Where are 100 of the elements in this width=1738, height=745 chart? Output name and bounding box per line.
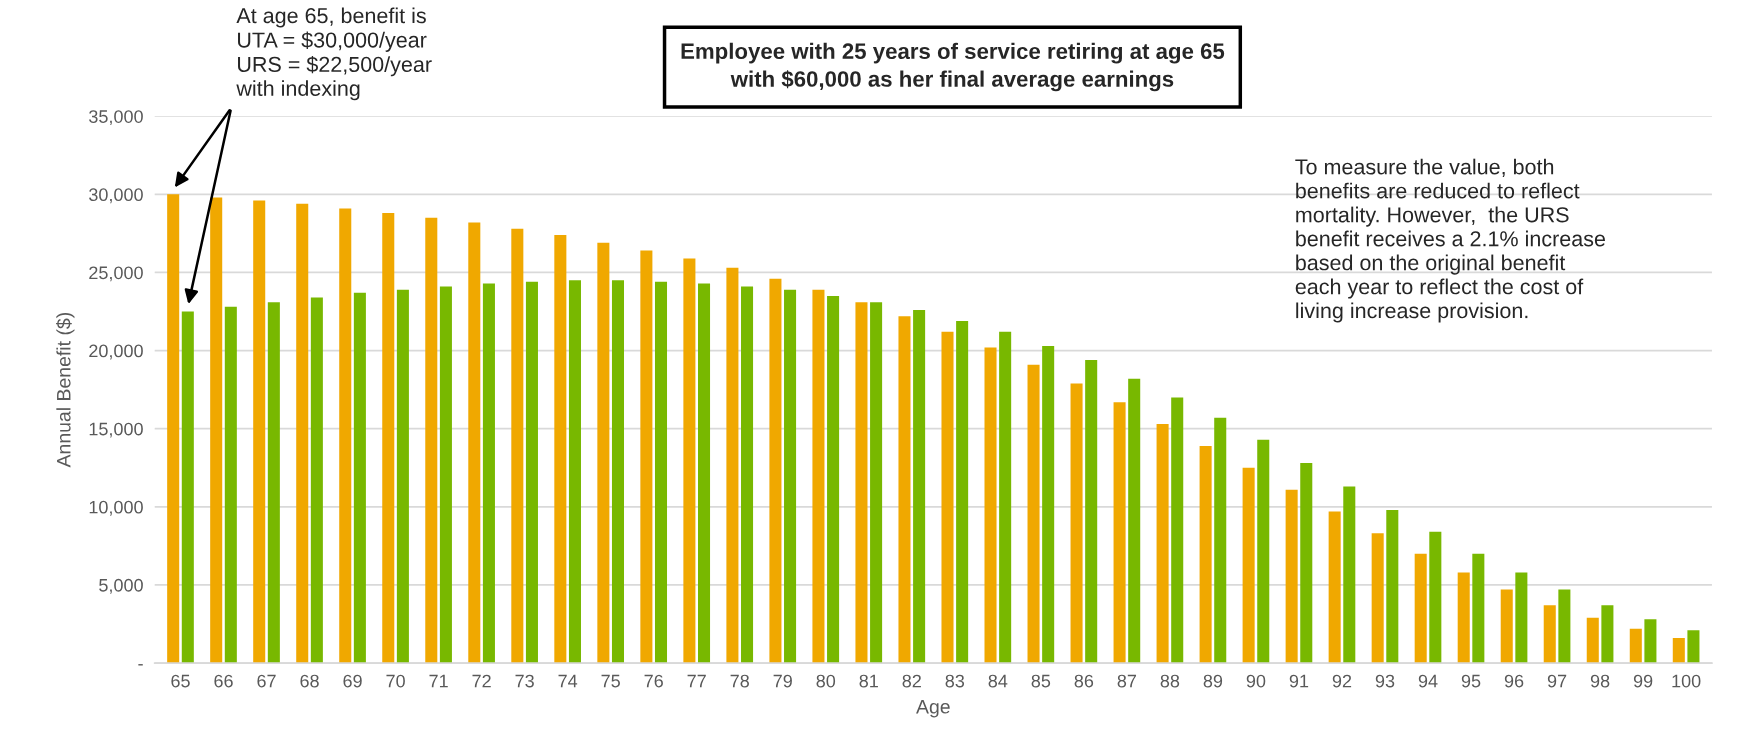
- bar: [784, 289, 797, 664]
- bar: [1214, 417, 1227, 664]
- text: At age 65, benefit is UTA = $30,000/year URS = $22,500/year with indexing: [236, 7, 432, 101]
- bar: [1343, 486, 1356, 664]
- y-tick-label: 10,000: [89, 500, 143, 516]
- bar: [554, 234, 567, 664]
- x-tick-label: 70: [386, 674, 405, 688]
- bar: [439, 286, 452, 664]
- x-tick-label: 87: [1117, 674, 1137, 688]
- bar: [382, 213, 395, 664]
- bar: [956, 320, 969, 664]
- x-tick-label: 84: [988, 674, 1008, 688]
- bar: [1629, 628, 1642, 664]
- x-tick-label: 91: [1289, 674, 1309, 688]
- x-tick-label: 86: [1074, 674, 1094, 688]
- y-tick-label: 15,000: [89, 422, 143, 438]
- bar: [1515, 572, 1528, 664]
- y-axis-title: Annual Benefit ($): [56, 313, 75, 468]
- bar: [468, 222, 481, 664]
- bar: [1543, 605, 1556, 664]
- bar: [1242, 467, 1255, 664]
- bar: [741, 286, 754, 664]
- bar: [1371, 533, 1384, 664]
- y-tick-label: -: [138, 664, 143, 666]
- bar: [941, 331, 954, 664]
- bar: [525, 281, 538, 664]
- bar: [827, 295, 840, 664]
- x-tick-label: 88: [1160, 674, 1180, 688]
- bar: [396, 289, 409, 664]
- y-tick-label: 5,000: [99, 578, 143, 594]
- bar: [511, 228, 524, 664]
- x-tick-label: 98: [1590, 674, 1610, 688]
- x-tick-label: 99: [1633, 674, 1653, 688]
- bar: [1199, 445, 1212, 664]
- x-tick-label: 80: [816, 674, 836, 688]
- bar: [210, 197, 223, 664]
- bar: [310, 297, 323, 664]
- x-axis-title: Age: [916, 700, 950, 718]
- bar: [1042, 345, 1055, 664]
- bar: [654, 281, 668, 664]
- bar: [267, 302, 280, 664]
- x-tick-label: 95: [1461, 674, 1481, 688]
- bar: [1414, 553, 1427, 664]
- bar: [353, 292, 366, 664]
- bar: [1687, 630, 1700, 664]
- x-tick-label: 93: [1375, 674, 1395, 688]
- y-tick-label: 20,000: [89, 344, 143, 360]
- x-tick-label: 67: [257, 674, 276, 688]
- bar: [1156, 424, 1169, 664]
- bar: [224, 306, 237, 664]
- bar: [769, 278, 782, 664]
- x-tick-label: 74: [558, 674, 578, 688]
- bar: [1257, 439, 1270, 664]
- bar: [1085, 359, 1098, 664]
- bar: [1171, 397, 1184, 664]
- bar: [1558, 589, 1571, 664]
- bar: [597, 242, 610, 664]
- bar: [339, 208, 352, 664]
- x-tick-label: 65: [171, 674, 190, 688]
- x-tick-label: 83: [945, 674, 965, 688]
- bar: [167, 194, 180, 664]
- bar: [296, 203, 309, 664]
- bar: [913, 309, 926, 664]
- bar: [1601, 605, 1614, 664]
- x-tick-label: 100: [1672, 674, 1701, 688]
- bar: [253, 200, 266, 664]
- y-tick-label: 35,000: [89, 110, 143, 126]
- x-tick-label: 66: [214, 674, 233, 688]
- bar: [1285, 489, 1298, 664]
- x-tick-label: 71: [429, 674, 448, 688]
- y-tick-label: 25,000: [89, 266, 143, 282]
- bar: [1300, 463, 1313, 664]
- x-tick-label: 81: [859, 674, 878, 688]
- x-tick-label: 75: [601, 674, 620, 688]
- x-tick-label: 94: [1418, 674, 1438, 688]
- x-tick-label: 76: [644, 674, 663, 688]
- bar: [1328, 511, 1341, 664]
- bar: [726, 267, 739, 664]
- bar: [1070, 383, 1083, 664]
- bar: [1128, 378, 1141, 664]
- x-tick-label: 90: [1246, 674, 1266, 688]
- bar: [1586, 617, 1599, 664]
- x-tick-label: 97: [1547, 674, 1567, 688]
- x-tick-label: 82: [902, 674, 921, 688]
- bar: [611, 280, 625, 664]
- bar: [812, 289, 825, 664]
- annotation: To measure the value, both benefits are reduced to reflect mortality. However, the URS benefit receives a 2.1% increase based on the original benefit each year to reflect the cost of living increase provision.: [1295, 158, 1605, 323]
- x-tick-label: 72: [472, 674, 491, 688]
- bar: [1386, 509, 1399, 664]
- x-tick-label: 96: [1504, 674, 1524, 688]
- bar: [1113, 402, 1126, 664]
- bar: [1672, 638, 1685, 664]
- bar: [683, 258, 696, 664]
- chart-title: Employee with 25 years of service retiring at age 65 with $60,000 as her final average earnings: [681, 42, 1225, 92]
- x-tick-label: 79: [773, 674, 792, 688]
- bar: [1027, 364, 1040, 664]
- x-tick-label: 68: [300, 674, 319, 688]
- bar: [984, 347, 997, 664]
- bar: [999, 331, 1012, 664]
- bar: [640, 250, 653, 664]
